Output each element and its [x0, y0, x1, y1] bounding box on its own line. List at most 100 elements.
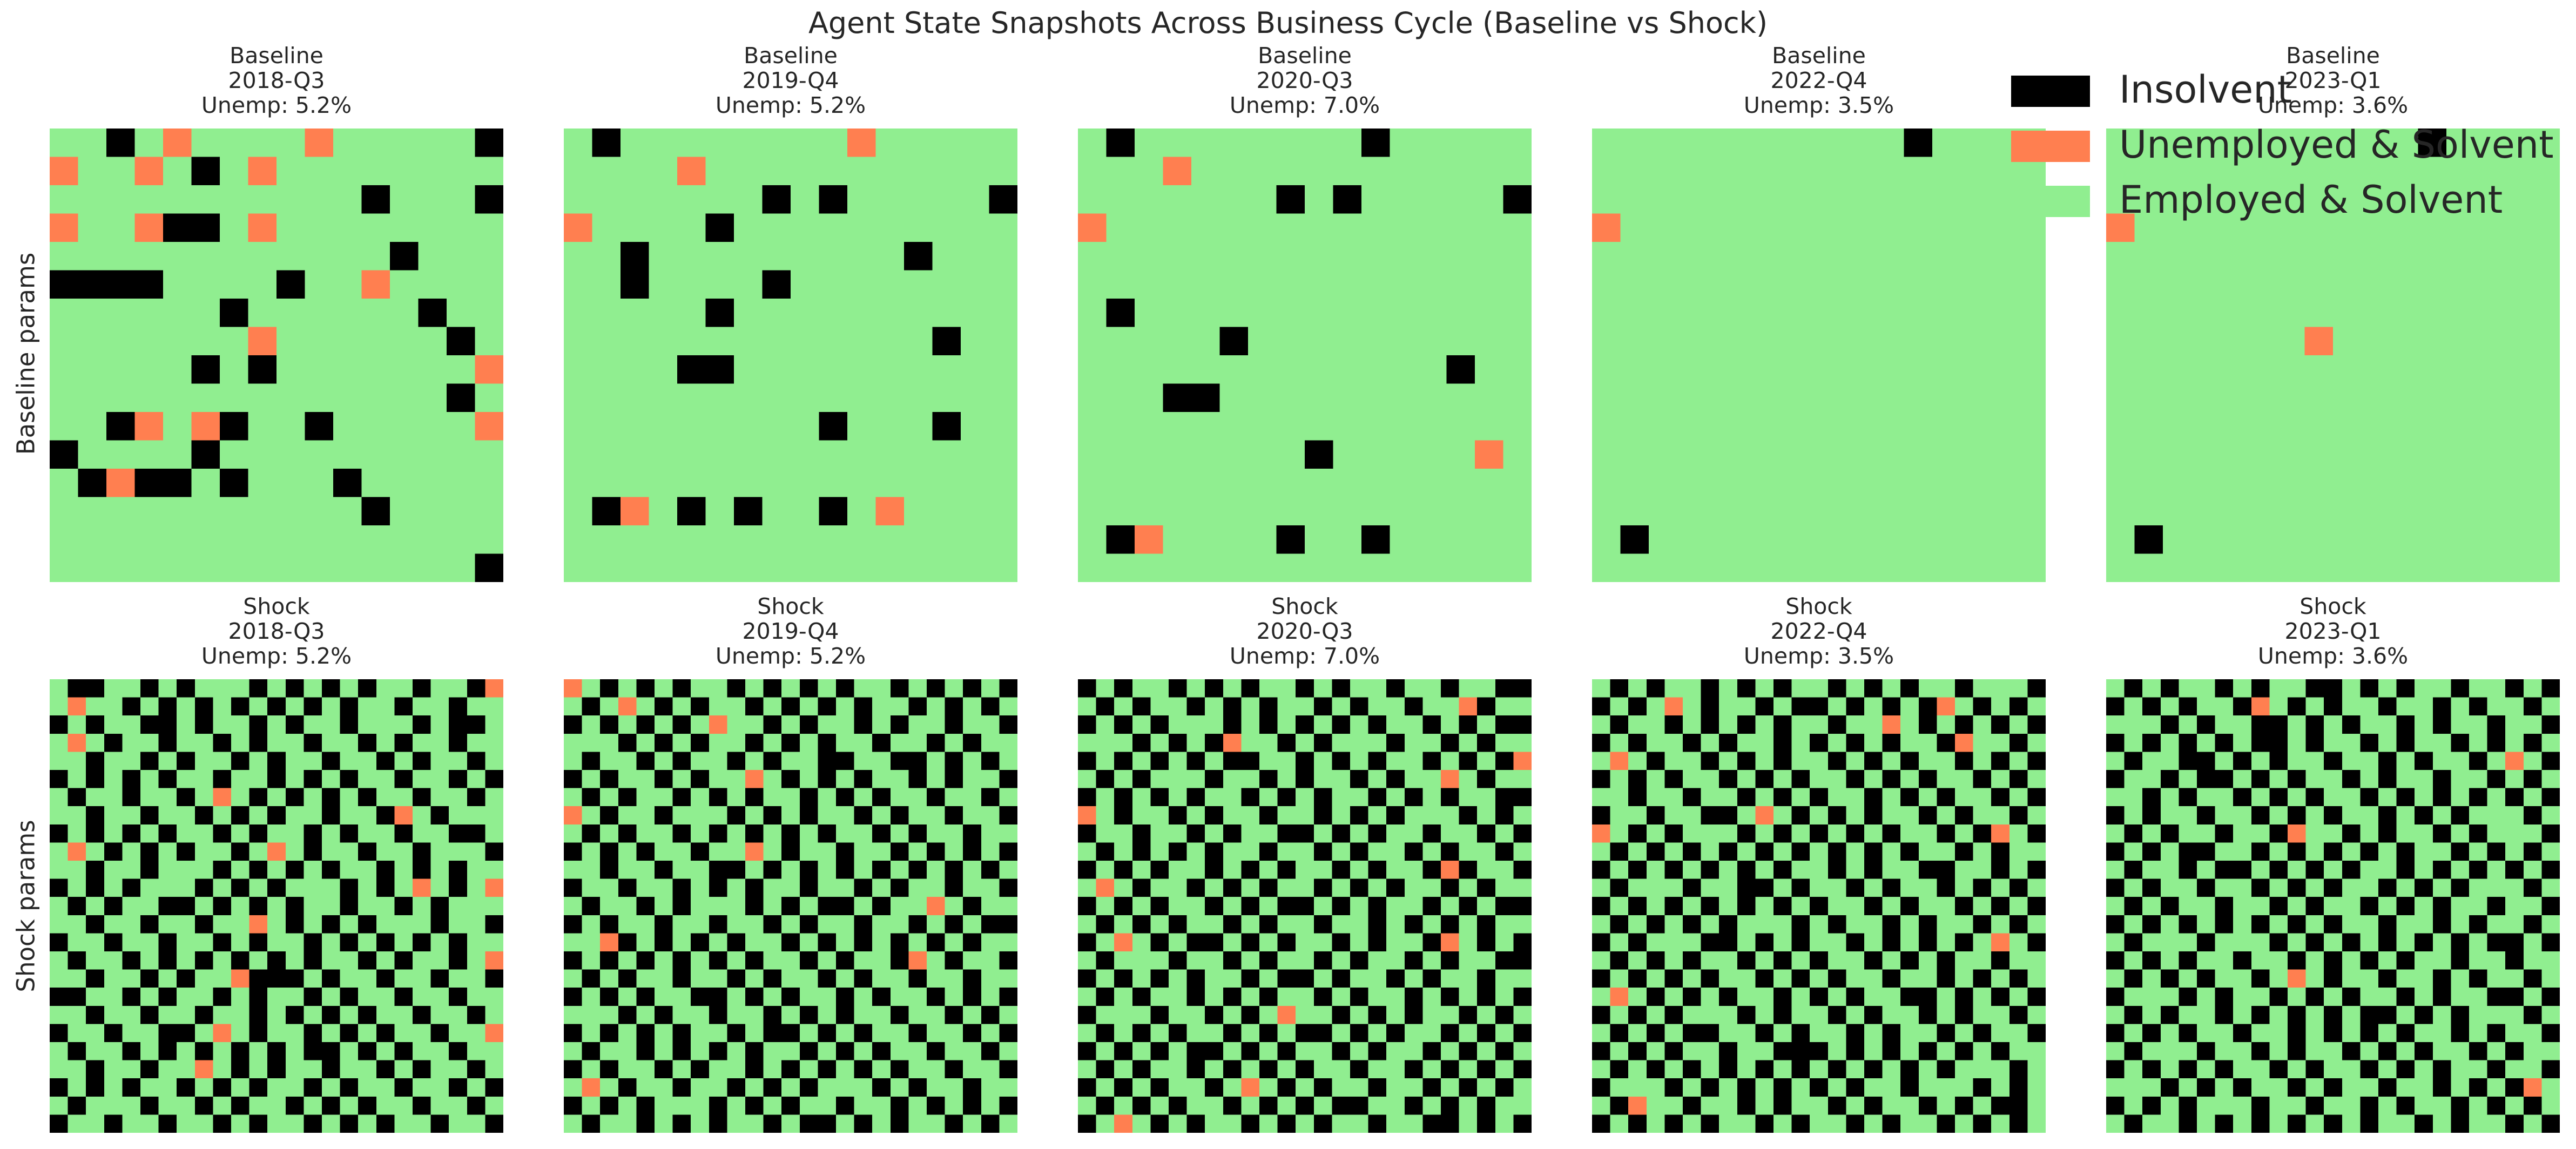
- heatmap-cell: [191, 185, 221, 214]
- heatmap-cell: [2378, 1078, 2397, 1097]
- heatmap-cell: [2305, 951, 2324, 970]
- heatmap-cell: [904, 213, 933, 243]
- heatmap-cell: [430, 1114, 449, 1133]
- heatmap-cell: [854, 897, 873, 916]
- heatmap-cell: [2124, 1114, 2143, 1133]
- heatmap-cell: [1114, 878, 1133, 897]
- heatmap-cell: [1368, 1096, 1387, 1116]
- heatmap-cell: [1755, 697, 1774, 716]
- heatmap-cell: [854, 1042, 873, 1061]
- heatmap-cell: [1404, 988, 1424, 1006]
- heatmap-cell: [781, 878, 800, 897]
- heatmap-cell: [989, 553, 1017, 582]
- heatmap-cell: [2251, 1096, 2270, 1116]
- heatmap-cell: [1864, 1096, 1883, 1116]
- heatmap-cell: [655, 951, 673, 970]
- heatmap-cell: [1350, 1024, 1369, 1043]
- heatmap-cell: [177, 1096, 195, 1116]
- heatmap-cell: [449, 770, 468, 789]
- heatmap-cell: [248, 185, 278, 214]
- heatmap-cell: [1422, 951, 1441, 970]
- heatmap-cell: [1459, 988, 1478, 1006]
- heatmap-cell: [818, 878, 837, 897]
- heatmap-cell: [582, 679, 601, 698]
- heatmap-cell: [1755, 752, 1774, 770]
- heatmap-cell: [1932, 383, 1961, 413]
- heatmap-cell: [1223, 861, 1242, 880]
- heatmap-cell: [999, 915, 1017, 934]
- heatmap-cell: [1737, 969, 1756, 988]
- heatmap-cell: [2360, 1024, 2379, 1043]
- heatmap-cell: [854, 1078, 873, 1097]
- heatmap-cell: [1991, 951, 2010, 970]
- heatmap-cell: [449, 915, 468, 934]
- heatmap-cell: [705, 299, 735, 328]
- heatmap-cell: [1955, 842, 1974, 861]
- heatmap-cell: [963, 697, 982, 716]
- heatmap-cell: [2009, 788, 2028, 807]
- heatmap-cell: [2288, 1078, 2307, 1097]
- heatmap-cell: [745, 1042, 764, 1061]
- heatmap-cell: [1475, 383, 1504, 413]
- heatmap-cell: [2269, 1060, 2288, 1079]
- panel-title-period: 2023-Q1: [2284, 67, 2382, 93]
- heatmap-cell: [1620, 185, 1650, 214]
- heatmap-cell: [1737, 1078, 1756, 1097]
- heatmap-cell: [672, 969, 691, 988]
- heatmap-cell: [2396, 1042, 2415, 1061]
- heatmap-cell: [1459, 788, 1478, 807]
- heatmap-cell: [2124, 951, 2143, 970]
- heatmap-cell: [2360, 788, 2379, 807]
- heatmap-cell: [763, 806, 782, 825]
- heatmap-cell: [927, 1096, 946, 1116]
- heatmap-cell: [1296, 806, 1314, 825]
- heatmap-cell: [672, 806, 691, 825]
- heatmap-cell: [390, 383, 419, 413]
- heatmap-cell: [2134, 157, 2164, 186]
- heatmap-shock-2022-q4: [1592, 679, 2046, 1133]
- heatmap-cell: [1705, 299, 1735, 328]
- heatmap-cell: [1937, 1114, 1955, 1133]
- heatmap-cell: [2360, 752, 2379, 770]
- heatmap-cell: [691, 1096, 710, 1116]
- heatmap-cell: [358, 1060, 377, 1079]
- heatmap-cell: [231, 679, 250, 698]
- heatmap-cell: [1937, 1005, 1955, 1025]
- heatmap-cell: [2531, 213, 2560, 243]
- heatmap-cell: [1513, 861, 1532, 880]
- heatmap-cell: [1755, 824, 1774, 843]
- heatmap-cell: [248, 383, 278, 413]
- heatmap-cell: [1819, 299, 1848, 328]
- heatmap-cell: [1241, 1060, 1260, 1079]
- heatmap-cell: [963, 1042, 982, 1061]
- heatmap-cell: [1592, 1078, 1611, 1097]
- heatmap-cell: [854, 988, 873, 1006]
- heatmap-cell: [2324, 1060, 2343, 1079]
- heatmap-cell: [1649, 440, 1678, 470]
- heatmap-cell: [872, 969, 891, 988]
- panel-title: Shock 2019-Q4 Unemp: 5.2%: [564, 594, 1017, 668]
- heatmap-cell: [1513, 897, 1532, 916]
- heatmap-cell: [875, 299, 905, 328]
- heatmap-cell: [1106, 440, 1136, 470]
- heatmap-cell: [1132, 788, 1151, 807]
- heatmap-cell: [1900, 824, 1919, 843]
- heatmap-cell: [1610, 842, 1629, 861]
- heatmap-cell: [2215, 861, 2234, 880]
- heatmap-cell: [1422, 733, 1441, 753]
- heatmap-cell: [1918, 1060, 1938, 1079]
- heatmap-cell: [1620, 270, 1650, 300]
- heatmap-cell: [762, 242, 792, 271]
- heatmap-cell: [2505, 733, 2524, 753]
- heatmap-cell: [2360, 969, 2379, 988]
- heatmap-cell: [564, 788, 583, 807]
- heatmap-cell: [1664, 1060, 1683, 1079]
- heatmap-cell: [1276, 412, 1306, 441]
- heatmap-cell: [2523, 770, 2543, 789]
- heatmap-cell: [249, 915, 268, 934]
- heatmap-cell: [1791, 842, 1810, 861]
- heatmap-cell: [1955, 733, 1974, 753]
- heatmap-cell: [2124, 824, 2143, 843]
- heatmap-cell: [1810, 897, 1829, 916]
- panel-title-unemp: Unemp: 7.0%: [1229, 643, 1380, 669]
